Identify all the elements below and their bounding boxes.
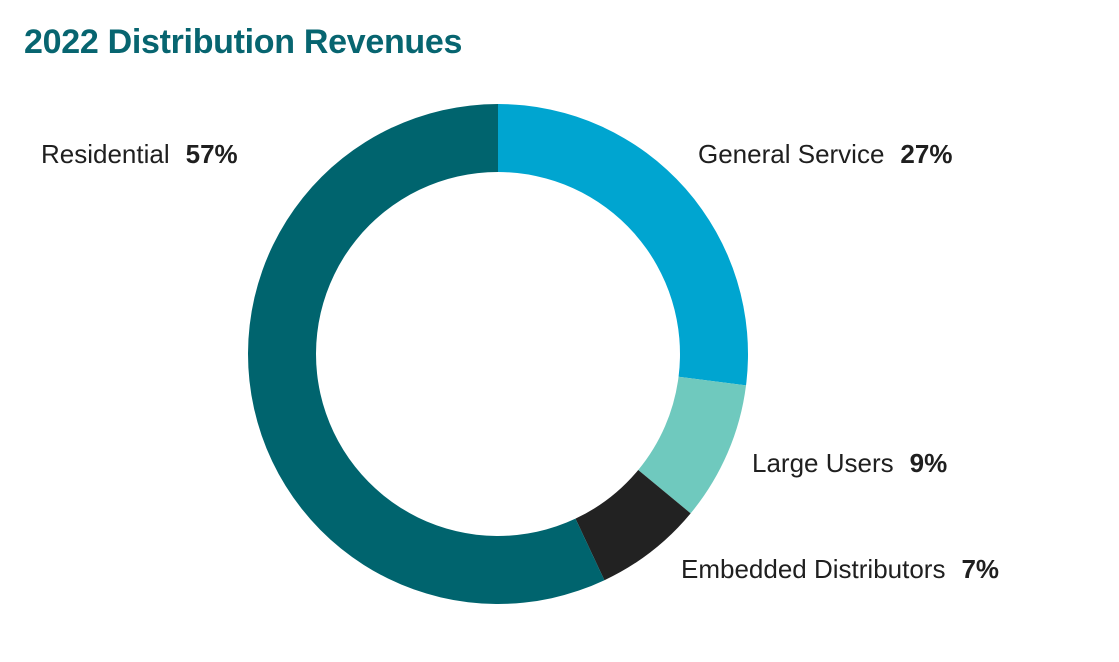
label-embedded-distributors-name: Embedded Distributors <box>681 554 946 584</box>
chart-title: 2022 Distribution Revenues <box>24 23 463 61</box>
label-general-service-value: 27% <box>900 139 953 169</box>
label-embedded-distributors: Embedded Distributors 7% <box>681 556 999 582</box>
label-general-service-name: General Service <box>698 139 885 169</box>
label-large-users-name: Large Users <box>752 448 894 478</box>
label-residential: Residential 57% <box>41 141 238 167</box>
slice-embedded-distributors <box>575 470 691 581</box>
label-residential-value: 57% <box>185 139 238 169</box>
slice-large-users <box>638 376 747 514</box>
slice-residential <box>248 104 605 604</box>
label-residential-name: Residential <box>41 139 170 169</box>
label-large-users: Large Users 9% <box>752 450 947 476</box>
label-general-service: General Service 27% <box>698 141 952 167</box>
label-large-users-value: 9% <box>909 448 948 478</box>
label-embedded-distributors-value: 7% <box>961 554 1000 584</box>
slice-general-service <box>498 104 749 386</box>
